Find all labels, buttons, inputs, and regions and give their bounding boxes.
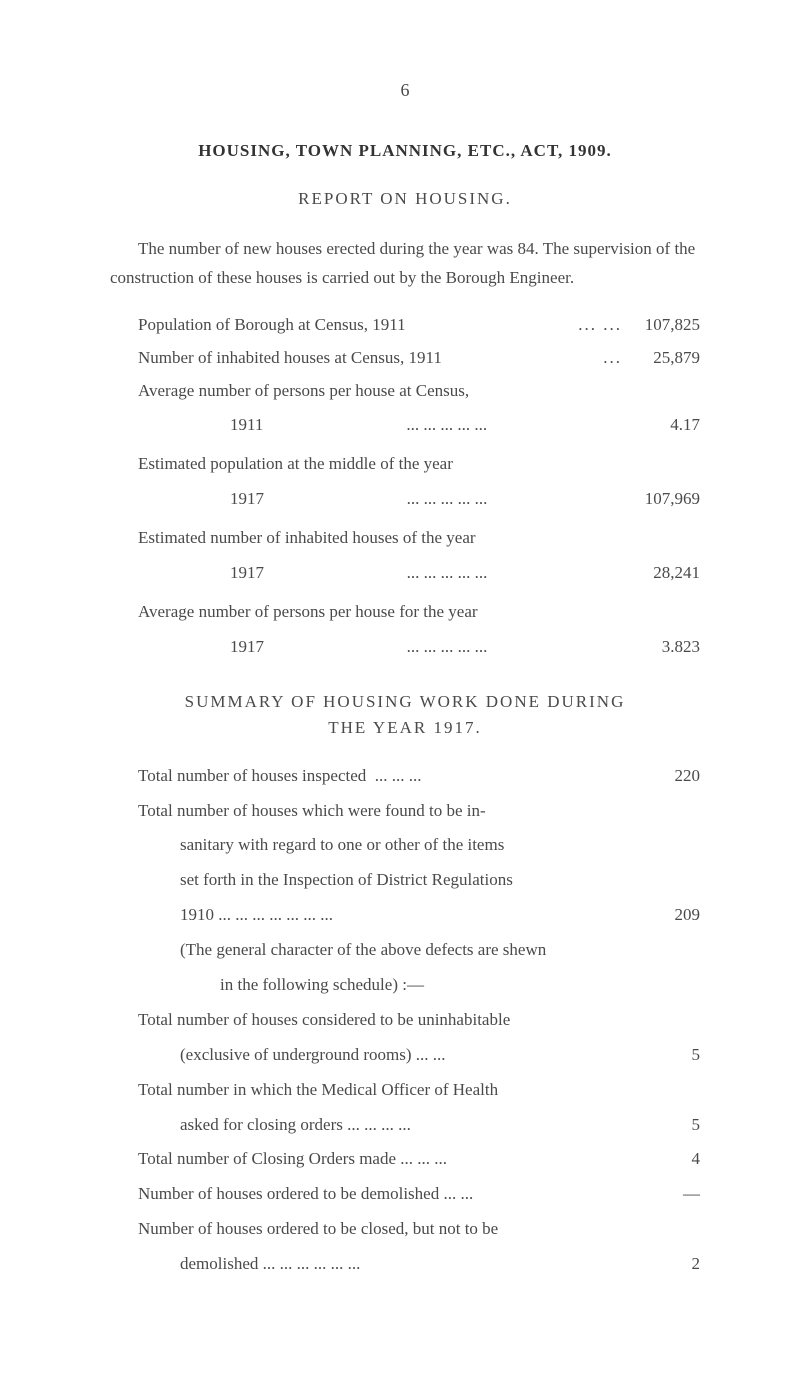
stat-value: 25,879: [630, 344, 700, 373]
summary-heading: SUMMARY OF HOUSING WORK DONE DURING: [110, 692, 700, 712]
stat-label: Number of inhabited houses at Census, 19…: [138, 344, 595, 373]
item-text: 1910 ... ... ... ... ... ... ...: [180, 901, 650, 930]
stat-lead: Average number of persons per house at C…: [138, 377, 700, 406]
item-value: 4: [650, 1145, 700, 1174]
list-item: Total number of houses inspected ... ...…: [138, 762, 700, 791]
stat-dots: ... ... ... ... ...: [407, 485, 488, 514]
list-item: Total number of Closing Orders made ... …: [138, 1145, 700, 1174]
document-page: 6 HOUSING, TOWN PLANNING, ETC., ACT, 190…: [0, 0, 800, 1345]
list-item-cont: sanitary with regard to one or other of …: [180, 831, 700, 860]
stat-cont: 1917 ... ... ... ... ... 28,241: [230, 559, 700, 588]
item-text: asked for closing orders ... ... ... ...: [180, 1111, 650, 1140]
item-text: Number of houses ordered to be demolishe…: [138, 1180, 650, 1209]
list-item-cont: 1910 ... ... ... ... ... ... ... 209: [180, 901, 700, 930]
list-item-cont: asked for closing orders ... ... ... ...…: [180, 1111, 700, 1140]
summary-subheading: THE YEAR 1917.: [110, 718, 700, 738]
stat-lead: Estimated population at the middle of th…: [138, 450, 700, 479]
item-value: 209: [650, 901, 700, 930]
stat-year: 1917: [230, 559, 264, 588]
list-item: Total number in which the Medical Office…: [138, 1076, 700, 1105]
stat-dots: ...: [595, 344, 630, 373]
stat-value: 28,241: [630, 559, 700, 588]
list-item: Total number of houses which were found …: [138, 797, 700, 826]
item-value: 2: [650, 1250, 700, 1279]
stat-value: 107,969: [630, 485, 700, 514]
list-item-cont: set forth in the Inspection of District …: [180, 866, 700, 895]
stat-label: Population of Borough at Census, 1911: [138, 311, 570, 340]
list-item-cont: demolished ... ... ... ... ... ... 2: [180, 1250, 700, 1279]
stat-dots: ... ...: [570, 311, 630, 340]
list-item-cont: (exclusive of underground rooms) ... ...…: [180, 1041, 700, 1070]
list-item: Number of houses ordered to be closed, b…: [138, 1215, 700, 1244]
stat-cont: 1911 ... ... ... ... ... 4.17: [230, 411, 700, 440]
item-value: 5: [650, 1041, 700, 1070]
stat-year: 1911: [230, 411, 263, 440]
item-value: 5: [650, 1111, 700, 1140]
item-text: Total number of Closing Orders made ... …: [138, 1145, 650, 1174]
stat-cont: 1917 ... ... ... ... ... 3.823: [230, 633, 700, 662]
list-item-paren: (The general character of the above defe…: [180, 936, 700, 965]
stat-year: 1917: [230, 633, 264, 662]
item-text: Total number of houses inspected ... ...…: [138, 762, 650, 791]
intro-paragraph: The number of new houses erected during …: [110, 235, 700, 293]
list-item: Number of houses ordered to be demolishe…: [138, 1180, 700, 1209]
stat-row: Number of inhabited houses at Census, 19…: [138, 344, 700, 373]
item-text: (exclusive of underground rooms) ... ...: [180, 1041, 650, 1070]
stat-lead: Average number of persons per house for …: [138, 598, 700, 627]
stat-dots: ... ... ... ... ...: [407, 559, 488, 588]
stat-value: 3.823: [630, 633, 700, 662]
stat-cont: 1917 ... ... ... ... ... 107,969: [230, 485, 700, 514]
stat-lead: Estimated number of inhabited houses of …: [138, 524, 700, 553]
item-text: demolished ... ... ... ... ... ...: [180, 1250, 650, 1279]
stat-dots: ... ... ... ... ...: [407, 633, 488, 662]
stat-row: Population of Borough at Census, 1911 ..…: [138, 311, 700, 340]
stat-dots: ... ... ... ... ...: [406, 411, 487, 440]
list-item-paren: in the following schedule) :—: [220, 971, 700, 1000]
stat-value: 107,825: [630, 311, 700, 340]
stat-year: 1917: [230, 485, 264, 514]
page-number: 6: [110, 80, 700, 101]
report-subtitle: REPORT ON HOUSING.: [110, 189, 700, 209]
page-title: HOUSING, TOWN PLANNING, ETC., ACT, 1909.: [110, 141, 700, 161]
item-value: —: [650, 1180, 700, 1209]
list-item: Total number of houses considered to be …: [138, 1006, 700, 1035]
item-value: 220: [650, 762, 700, 791]
stat-value: 4.17: [630, 411, 700, 440]
